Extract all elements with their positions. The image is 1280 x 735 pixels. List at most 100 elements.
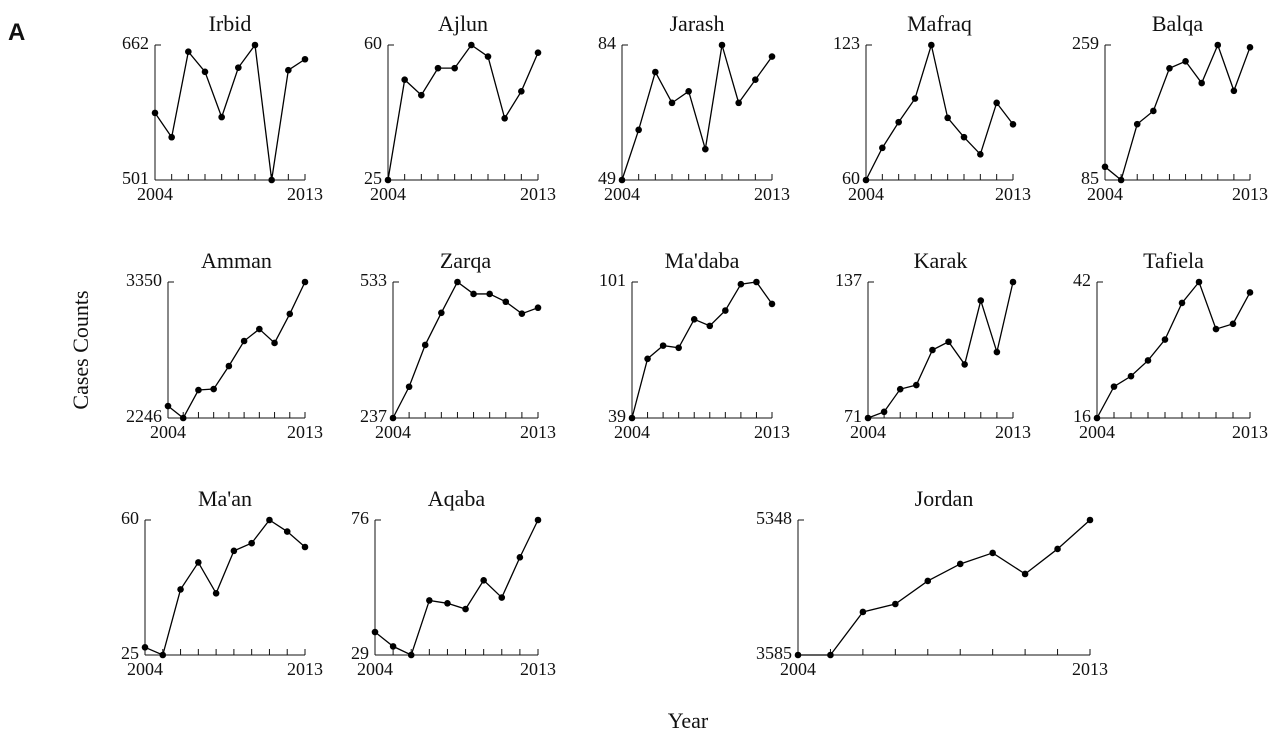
- data-point: [735, 99, 742, 107]
- data-point: [534, 304, 542, 312]
- data-point: [1127, 372, 1135, 380]
- data-point: [462, 605, 469, 613]
- data-point: [652, 68, 659, 76]
- x-tick-label: 2013: [287, 422, 323, 442]
- data-point: [929, 346, 936, 354]
- data-point: [989, 549, 996, 557]
- data-point: [859, 608, 867, 616]
- data-point: [1150, 107, 1157, 115]
- data-point: [210, 385, 217, 393]
- x-tick-label: 2013: [287, 184, 323, 204]
- x-tick-label: 2004: [357, 659, 393, 679]
- data-point: [179, 414, 187, 422]
- data-point: [168, 133, 175, 141]
- series-line: [867, 281, 1014, 419]
- series-line: [374, 519, 539, 656]
- data-point: [225, 362, 233, 370]
- data-point: [405, 383, 413, 391]
- panel-title: Irbid: [209, 11, 252, 36]
- data-point: [266, 516, 273, 524]
- y-tick-label: 662: [122, 33, 149, 53]
- x-tick-label: 2013: [520, 422, 556, 442]
- data-point: [185, 48, 192, 56]
- panel-title: Amman: [201, 248, 272, 273]
- x-tick-label: 2004: [150, 422, 186, 442]
- data-point: [444, 599, 451, 607]
- y-tick-label: 25: [364, 168, 382, 188]
- y-tick-label: 60: [121, 508, 139, 528]
- data-point: [480, 577, 487, 584]
- data-point: [518, 87, 525, 95]
- data-point: [668, 99, 676, 107]
- data-point: [827, 651, 834, 659]
- series-line: [154, 43, 306, 181]
- data-point: [516, 554, 524, 561]
- x-tick-label: 2004: [850, 422, 886, 442]
- data-point: [164, 402, 172, 410]
- x-tick-label: 2004: [370, 184, 406, 204]
- data-point: [468, 41, 475, 49]
- x-tick-label: 2013: [1232, 422, 1268, 442]
- y-tick-label: 60: [364, 33, 382, 53]
- data-point: [993, 99, 1000, 107]
- data-point: [1133, 120, 1141, 128]
- data-point: [518, 310, 526, 318]
- panel-title: Balqa: [1152, 11, 1204, 36]
- data-point: [924, 577, 932, 585]
- data-point: [880, 408, 888, 416]
- data-point: [1182, 57, 1189, 65]
- data-point: [434, 64, 442, 72]
- data-point: [1093, 414, 1101, 422]
- x-tick-label: 2004: [127, 659, 163, 679]
- data-point: [896, 385, 904, 393]
- data-point: [501, 114, 508, 122]
- x-tick-label: 2013: [520, 184, 556, 204]
- series-line: [631, 281, 773, 419]
- y-tick-label: 137: [835, 270, 862, 290]
- y-tick-label: 5348: [756, 508, 792, 528]
- panel-title: Jordan: [915, 486, 974, 511]
- data-point: [675, 344, 682, 352]
- data-point: [945, 338, 952, 346]
- panel-title: Ajlun: [438, 11, 488, 36]
- x-tick-label: 2004: [780, 659, 816, 679]
- data-point: [993, 348, 1001, 356]
- data-point: [484, 53, 492, 60]
- data-point: [1117, 176, 1125, 184]
- y-tick-label: 101: [599, 270, 626, 290]
- data-point: [753, 278, 760, 286]
- y-tick-label: 259: [1072, 33, 1099, 53]
- data-point: [283, 528, 291, 535]
- y-axis-label: Cases Counts: [68, 290, 93, 409]
- panel-title: Aqaba: [428, 486, 486, 511]
- data-point: [768, 53, 776, 60]
- x-tick-label: 2004: [137, 184, 173, 204]
- x-tick-label: 2004: [848, 184, 884, 204]
- data-point: [960, 133, 968, 141]
- data-point: [301, 55, 309, 63]
- y-tick-label: 123: [833, 33, 860, 53]
- y-tick-label: 3585: [756, 643, 792, 663]
- data-point: [301, 278, 309, 286]
- x-tick-label: 2013: [1072, 659, 1108, 679]
- data-point: [151, 109, 159, 117]
- x-tick-label: 2013: [995, 184, 1031, 204]
- data-point: [1166, 64, 1173, 72]
- series-line: [798, 519, 1091, 656]
- y-tick-label: 42: [1073, 270, 1091, 290]
- data-point: [892, 600, 899, 608]
- data-point: [862, 176, 870, 184]
- data-point: [285, 66, 292, 74]
- data-point: [1161, 336, 1169, 343]
- y-tick-label: 71: [844, 406, 862, 426]
- panel-title: Karak: [914, 248, 968, 273]
- data-point: [895, 118, 902, 126]
- y-tick-label: 237: [360, 406, 387, 426]
- data-point: [177, 586, 184, 593]
- data-point: [1198, 79, 1205, 87]
- data-point: [628, 414, 636, 422]
- data-point: [286, 310, 294, 318]
- data-point: [1101, 163, 1109, 171]
- data-point: [961, 361, 968, 368]
